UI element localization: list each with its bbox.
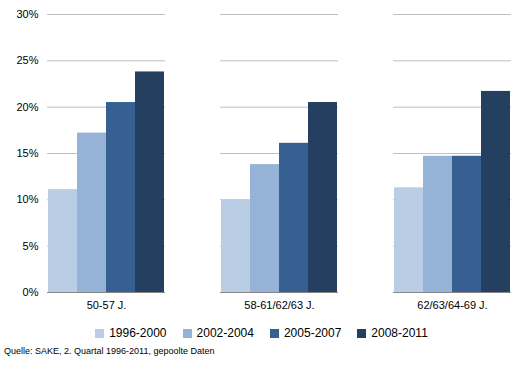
svg-text:25%: 25%: [16, 54, 38, 66]
svg-text:58-61/62/63 J.: 58-61/62/63 J.: [244, 299, 314, 311]
svg-text:50-57 J.: 50-57 J.: [87, 299, 127, 311]
svg-text:20%: 20%: [16, 101, 38, 113]
html-text:1996-2000: 1996-2000: [109, 326, 167, 340]
html-text:2002-2004: 2002-2004: [196, 326, 254, 340]
html-text:2008-2011: 2008-2011: [371, 326, 428, 340]
html-text:Quelle: SAKE, 2. Quartal 1996-: Quelle: SAKE, 2. Quartal 1996-2011, gepo…: [4, 346, 215, 356]
svg-text:0%: 0%: [23, 286, 39, 298]
svg-text:10%: 10%: [16, 193, 38, 205]
svg-text:15%: 15%: [16, 147, 38, 159]
svg-text:30%: 30%: [16, 8, 38, 20]
html-text:2005-2007: 2005-2007: [283, 326, 342, 340]
svg-text:5%: 5%: [23, 240, 39, 252]
svg-text:62/63/64-69 J.: 62/63/64-69 J.: [417, 299, 487, 311]
